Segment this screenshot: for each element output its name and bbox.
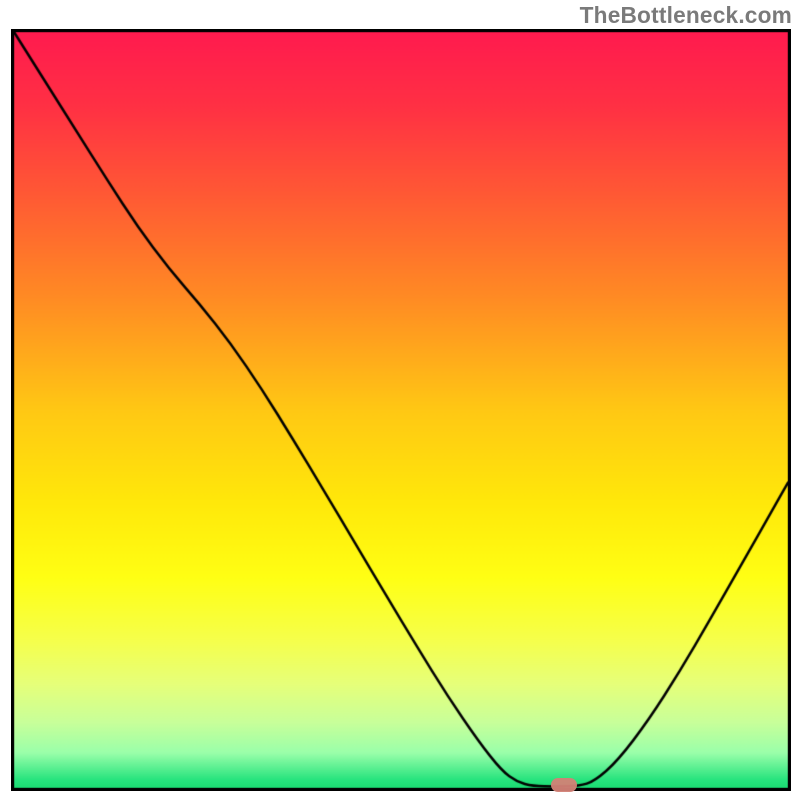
plot-area: [11, 29, 791, 791]
bottleneck-curve: [11, 29, 791, 791]
optimal-point-marker: [551, 778, 577, 792]
watermark-text: TheBottleneck.com: [580, 2, 792, 29]
